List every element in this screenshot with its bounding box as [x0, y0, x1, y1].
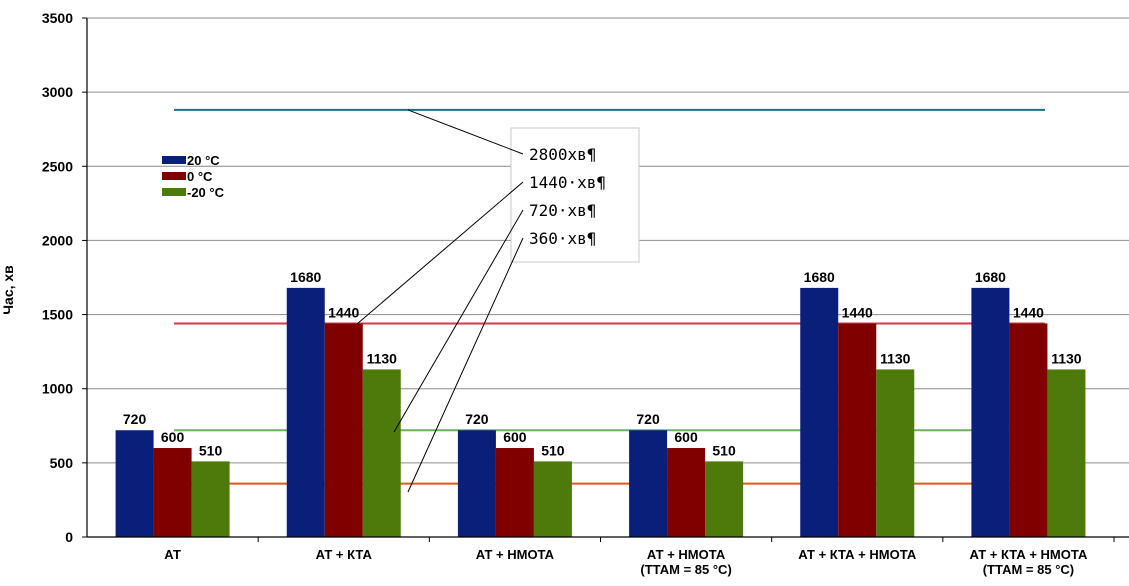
bar: [629, 430, 668, 537]
data-label: 600: [503, 429, 527, 445]
bars: [115, 287, 1086, 537]
x-category-labels: АТ АТ + КТА АТ + НМОТА АТ + НМОТА(ТТАМ = 85…: [164, 547, 1088, 577]
y-tick-label: 1500: [42, 307, 73, 323]
y-tick-labels: 0 500 1000 1500 2000 2500 3000 3500: [42, 10, 73, 545]
data-label: 1440: [842, 304, 873, 320]
y-tick-label: 3500: [42, 10, 73, 26]
legend-swatch: [162, 172, 186, 180]
y-tick-label: 2000: [42, 232, 73, 248]
legend-label: 0 °С: [187, 169, 213, 184]
y-tick-label: 0: [65, 529, 73, 545]
data-label: 600: [674, 429, 698, 445]
legend: 20 °С0 °С-20 °С: [162, 153, 225, 200]
data-label: 1130: [1051, 350, 1082, 366]
annotation-frame: [510, 127, 640, 263]
axes: [82, 17, 1129, 542]
callout-line: [407, 237, 524, 493]
data-label: 1680: [804, 269, 835, 285]
bar: [971, 287, 1010, 537]
bar: [191, 461, 230, 537]
x-category-label: АТ + КТА + НМОТА: [798, 547, 917, 562]
bar: [838, 323, 877, 537]
data-label: 720: [123, 411, 147, 427]
legend-label: -20 °С: [187, 185, 225, 200]
annotation-label: 720·хв¶: [529, 201, 596, 220]
data-label: 1130: [367, 350, 398, 366]
data-label: 510: [712, 442, 736, 458]
data-label: 600: [161, 429, 185, 445]
data-label: 720: [465, 411, 489, 427]
y-axis-label: Час, хв: [0, 265, 16, 315]
y-tick-label: 500: [50, 455, 74, 471]
bar: [495, 448, 534, 537]
legend-label: 20 °С: [187, 153, 220, 168]
data-label: 510: [199, 442, 223, 458]
x-category-label: АТ: [164, 547, 181, 562]
x-category-label: АТ + КТА: [316, 547, 373, 562]
annotation-label: 1440·хв¶: [529, 173, 606, 192]
data-label: 1440: [1013, 304, 1044, 320]
bar: [153, 448, 192, 537]
bar: [1009, 323, 1048, 537]
y-tick-label: 3000: [42, 84, 73, 100]
x-category-label: АТ + НМОТА: [476, 547, 555, 562]
x-category-label: АТ + НМОТА: [647, 547, 726, 562]
data-labels: 720 600 510 1680 1440 1130 720 600 510 720 600 510 1…: [123, 269, 1082, 458]
callout-line: [393, 209, 524, 433]
legend-swatch: [162, 156, 186, 164]
annotation-box: 2800хв¶ 1440·хв¶ 720·хв¶ 360·хв¶: [356, 109, 640, 493]
bar: [667, 448, 706, 537]
x-category-label: (ТТАМ = 85 °С): [640, 562, 731, 577]
bar: [457, 430, 496, 537]
bar: [876, 369, 915, 537]
annotation-label: 360·хв¶: [529, 229, 596, 248]
bar: [286, 287, 325, 537]
callout-line: [356, 181, 524, 325]
x-category-label: (ТТАМ = 85 °С): [983, 562, 1074, 577]
bar: [324, 323, 363, 537]
bar: [1047, 369, 1086, 537]
callout-line: [407, 109, 524, 155]
data-label: 1130: [880, 350, 911, 366]
data-label: 510: [541, 442, 565, 458]
data-label: 1680: [290, 269, 321, 285]
annotation-label: 2800хв¶: [529, 145, 596, 164]
data-label: 1440: [328, 304, 359, 320]
data-label: 720: [636, 411, 660, 427]
y-tick-label: 1000: [42, 381, 73, 397]
bar: [800, 287, 839, 537]
bar: [362, 369, 401, 537]
bar: [705, 461, 744, 537]
bar: [533, 461, 572, 537]
y-tick-label: 2500: [42, 158, 73, 174]
legend-swatch: [162, 188, 186, 196]
bar: [115, 430, 154, 537]
x-category-label: АТ + КТА + НМОТА: [969, 547, 1088, 562]
data-label: 1680: [975, 269, 1006, 285]
